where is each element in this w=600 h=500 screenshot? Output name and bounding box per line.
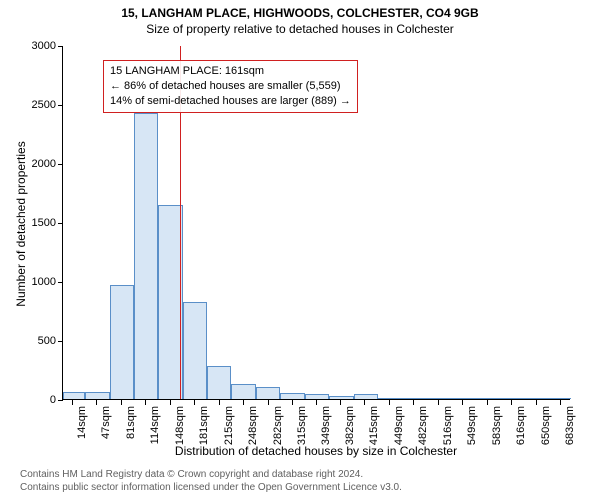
x-tick-label: 248sqm [247,406,259,445]
x-tick-label: 516sqm [442,406,454,445]
y-tick-mark [58,105,63,106]
x-tick-mark [145,400,146,405]
x-tick-mark [268,400,269,405]
histogram-bar [329,396,354,399]
histogram-bar [354,394,378,399]
x-tick-label: 449sqm [393,406,405,445]
histogram-bar [305,394,329,399]
x-tick-mark [72,400,73,405]
x-tick-mark [560,400,561,405]
annotation-line: 15 LANGHAM PLACE: 161sqm [110,64,351,79]
x-tick-mark [438,400,439,405]
x-tick-mark [96,400,97,405]
x-tick-mark [364,400,365,405]
y-tick-mark [58,164,63,165]
x-tick-label: 583sqm [491,406,503,445]
footer-line-2: Contains public sector information licen… [20,482,402,495]
x-tick-mark [121,400,122,405]
x-tick-mark [292,400,293,405]
x-tick-mark [413,400,414,405]
x-tick-label: 415sqm [368,406,380,445]
x-tick-mark [219,400,220,405]
x-tick-label: 114sqm [149,406,161,444]
y-tick-mark [58,341,63,342]
y-tick-mark [58,282,63,283]
page-title-address: 15, LANGHAM PLACE, HIGHWOODS, COLCHESTER… [0,0,600,20]
histogram-bar [207,366,231,399]
histogram-bar [402,398,427,399]
histogram-chart: 15 LANGHAM PLACE: 161sqm← 86% of detache… [62,46,570,400]
histogram-bar [280,393,305,399]
x-tick-mark [243,400,244,405]
x-tick-label: 47sqm [100,406,112,439]
x-tick-label: 382sqm [344,406,356,445]
x-tick-label: 616sqm [515,406,527,445]
histogram-bar [451,398,476,399]
y-tick-mark [58,400,63,401]
histogram-bar [85,392,110,399]
annotation-box: 15 LANGHAM PLACE: 161sqm← 86% of detache… [103,60,358,113]
x-tick-label: 549sqm [466,406,478,445]
histogram-bar [158,205,182,399]
histogram-bar [427,398,451,399]
x-tick-mark [389,400,390,405]
x-tick-mark [170,400,171,405]
x-tick-label: 650sqm [540,406,552,445]
x-tick-label: 482sqm [417,406,429,445]
y-tick-label: 3000 [32,40,56,52]
x-tick-mark [194,400,195,405]
histogram-bar [524,398,548,399]
x-tick-label: 81sqm [125,406,137,439]
x-tick-mark [340,400,341,405]
footer-line-1: Contains HM Land Registry data © Crown c… [20,469,402,482]
annotation-line: 14% of semi-detached houses are larger (… [110,94,351,109]
histogram-bar [378,398,402,399]
x-tick-mark [511,400,512,405]
y-tick-label: 1000 [32,276,56,288]
histogram-bar [231,384,256,399]
histogram-bar [476,398,500,399]
y-tick-mark [58,223,63,224]
attribution-footer: Contains HM Land Registry data © Crown c… [20,469,402,494]
x-tick-label: 181sqm [198,406,210,445]
x-tick-label: 349sqm [320,406,332,445]
x-tick-label: 215sqm [223,406,235,445]
x-tick-label: 148sqm [174,406,186,445]
plot-area: 15 LANGHAM PLACE: 161sqm← 86% of detache… [62,46,570,400]
x-tick-mark [536,400,537,405]
y-tick-label: 500 [38,335,56,347]
y-tick-label: 2500 [32,99,56,111]
x-axis-label: Distribution of detached houses by size … [62,444,570,458]
y-axis-label: Number of detached properties [14,141,28,306]
x-tick-mark [316,400,317,405]
histogram-bar [134,113,159,399]
histogram-bar [548,398,571,399]
histogram-bar [256,387,280,399]
y-tick-label: 0 [50,394,56,406]
x-tick-label: 315sqm [296,406,308,445]
y-tick-label: 2000 [32,158,56,170]
histogram-bar [63,392,85,399]
x-tick-mark [462,400,463,405]
histogram-bar [500,398,525,399]
page-subtitle: Size of property relative to detached ho… [0,20,600,36]
histogram-bar [183,302,208,399]
histogram-bar [110,285,134,399]
y-tick-label: 1500 [32,217,56,229]
x-tick-mark [487,400,488,405]
y-tick-mark [58,46,63,47]
annotation-line: ← 86% of detached houses are smaller (5,… [110,79,351,94]
x-tick-label: 282sqm [272,406,284,445]
x-tick-label: 14sqm [76,406,88,439]
x-tick-label: 683sqm [564,406,576,445]
